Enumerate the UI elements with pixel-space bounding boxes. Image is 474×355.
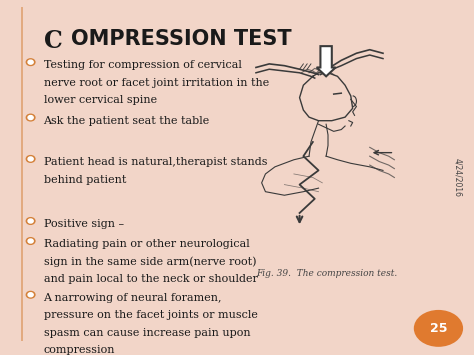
Text: compression: compression xyxy=(44,345,115,355)
Circle shape xyxy=(28,239,33,243)
Text: lower cervical spine: lower cervical spine xyxy=(44,95,157,105)
Text: behind patient: behind patient xyxy=(44,175,126,185)
Text: Patient head is natural,therapist stands: Patient head is natural,therapist stands xyxy=(44,157,267,167)
Text: Positive sign –: Positive sign – xyxy=(44,219,124,229)
Circle shape xyxy=(28,157,33,161)
Text: 4/24/2016: 4/24/2016 xyxy=(454,158,462,197)
Circle shape xyxy=(26,218,35,224)
Text: nerve root or facet joint irritation in the: nerve root or facet joint irritation in … xyxy=(44,78,269,88)
Circle shape xyxy=(28,116,33,120)
Text: pressure on the facet joints or muscle: pressure on the facet joints or muscle xyxy=(44,310,257,321)
Circle shape xyxy=(26,238,35,244)
Circle shape xyxy=(26,291,35,298)
Text: sign in the same side arm(nerve root): sign in the same side arm(nerve root) xyxy=(44,257,256,267)
Circle shape xyxy=(28,60,33,64)
Circle shape xyxy=(28,293,33,297)
Text: A narrowing of neural foramen,: A narrowing of neural foramen, xyxy=(44,293,222,303)
Text: Radiating pain or other neurological: Radiating pain or other neurological xyxy=(44,239,249,249)
Text: Ask the patient seat the table: Ask the patient seat the table xyxy=(44,116,210,126)
Text: Testing for compression of cervical: Testing for compression of cervical xyxy=(44,60,241,71)
FancyArrow shape xyxy=(317,46,336,76)
Text: C: C xyxy=(45,29,63,53)
Text: 25: 25 xyxy=(430,322,447,335)
Circle shape xyxy=(28,219,33,223)
Text: spasm can cause increase pain upon: spasm can cause increase pain upon xyxy=(44,328,250,338)
Circle shape xyxy=(26,114,35,121)
Circle shape xyxy=(26,59,35,65)
Text: Fig. 39.  The compression test.: Fig. 39. The compression test. xyxy=(256,269,397,278)
Text: OMPRESSION TEST: OMPRESSION TEST xyxy=(71,29,292,49)
Circle shape xyxy=(26,155,35,162)
Text: and pain local to the neck or shoulder: and pain local to the neck or shoulder xyxy=(44,274,257,284)
